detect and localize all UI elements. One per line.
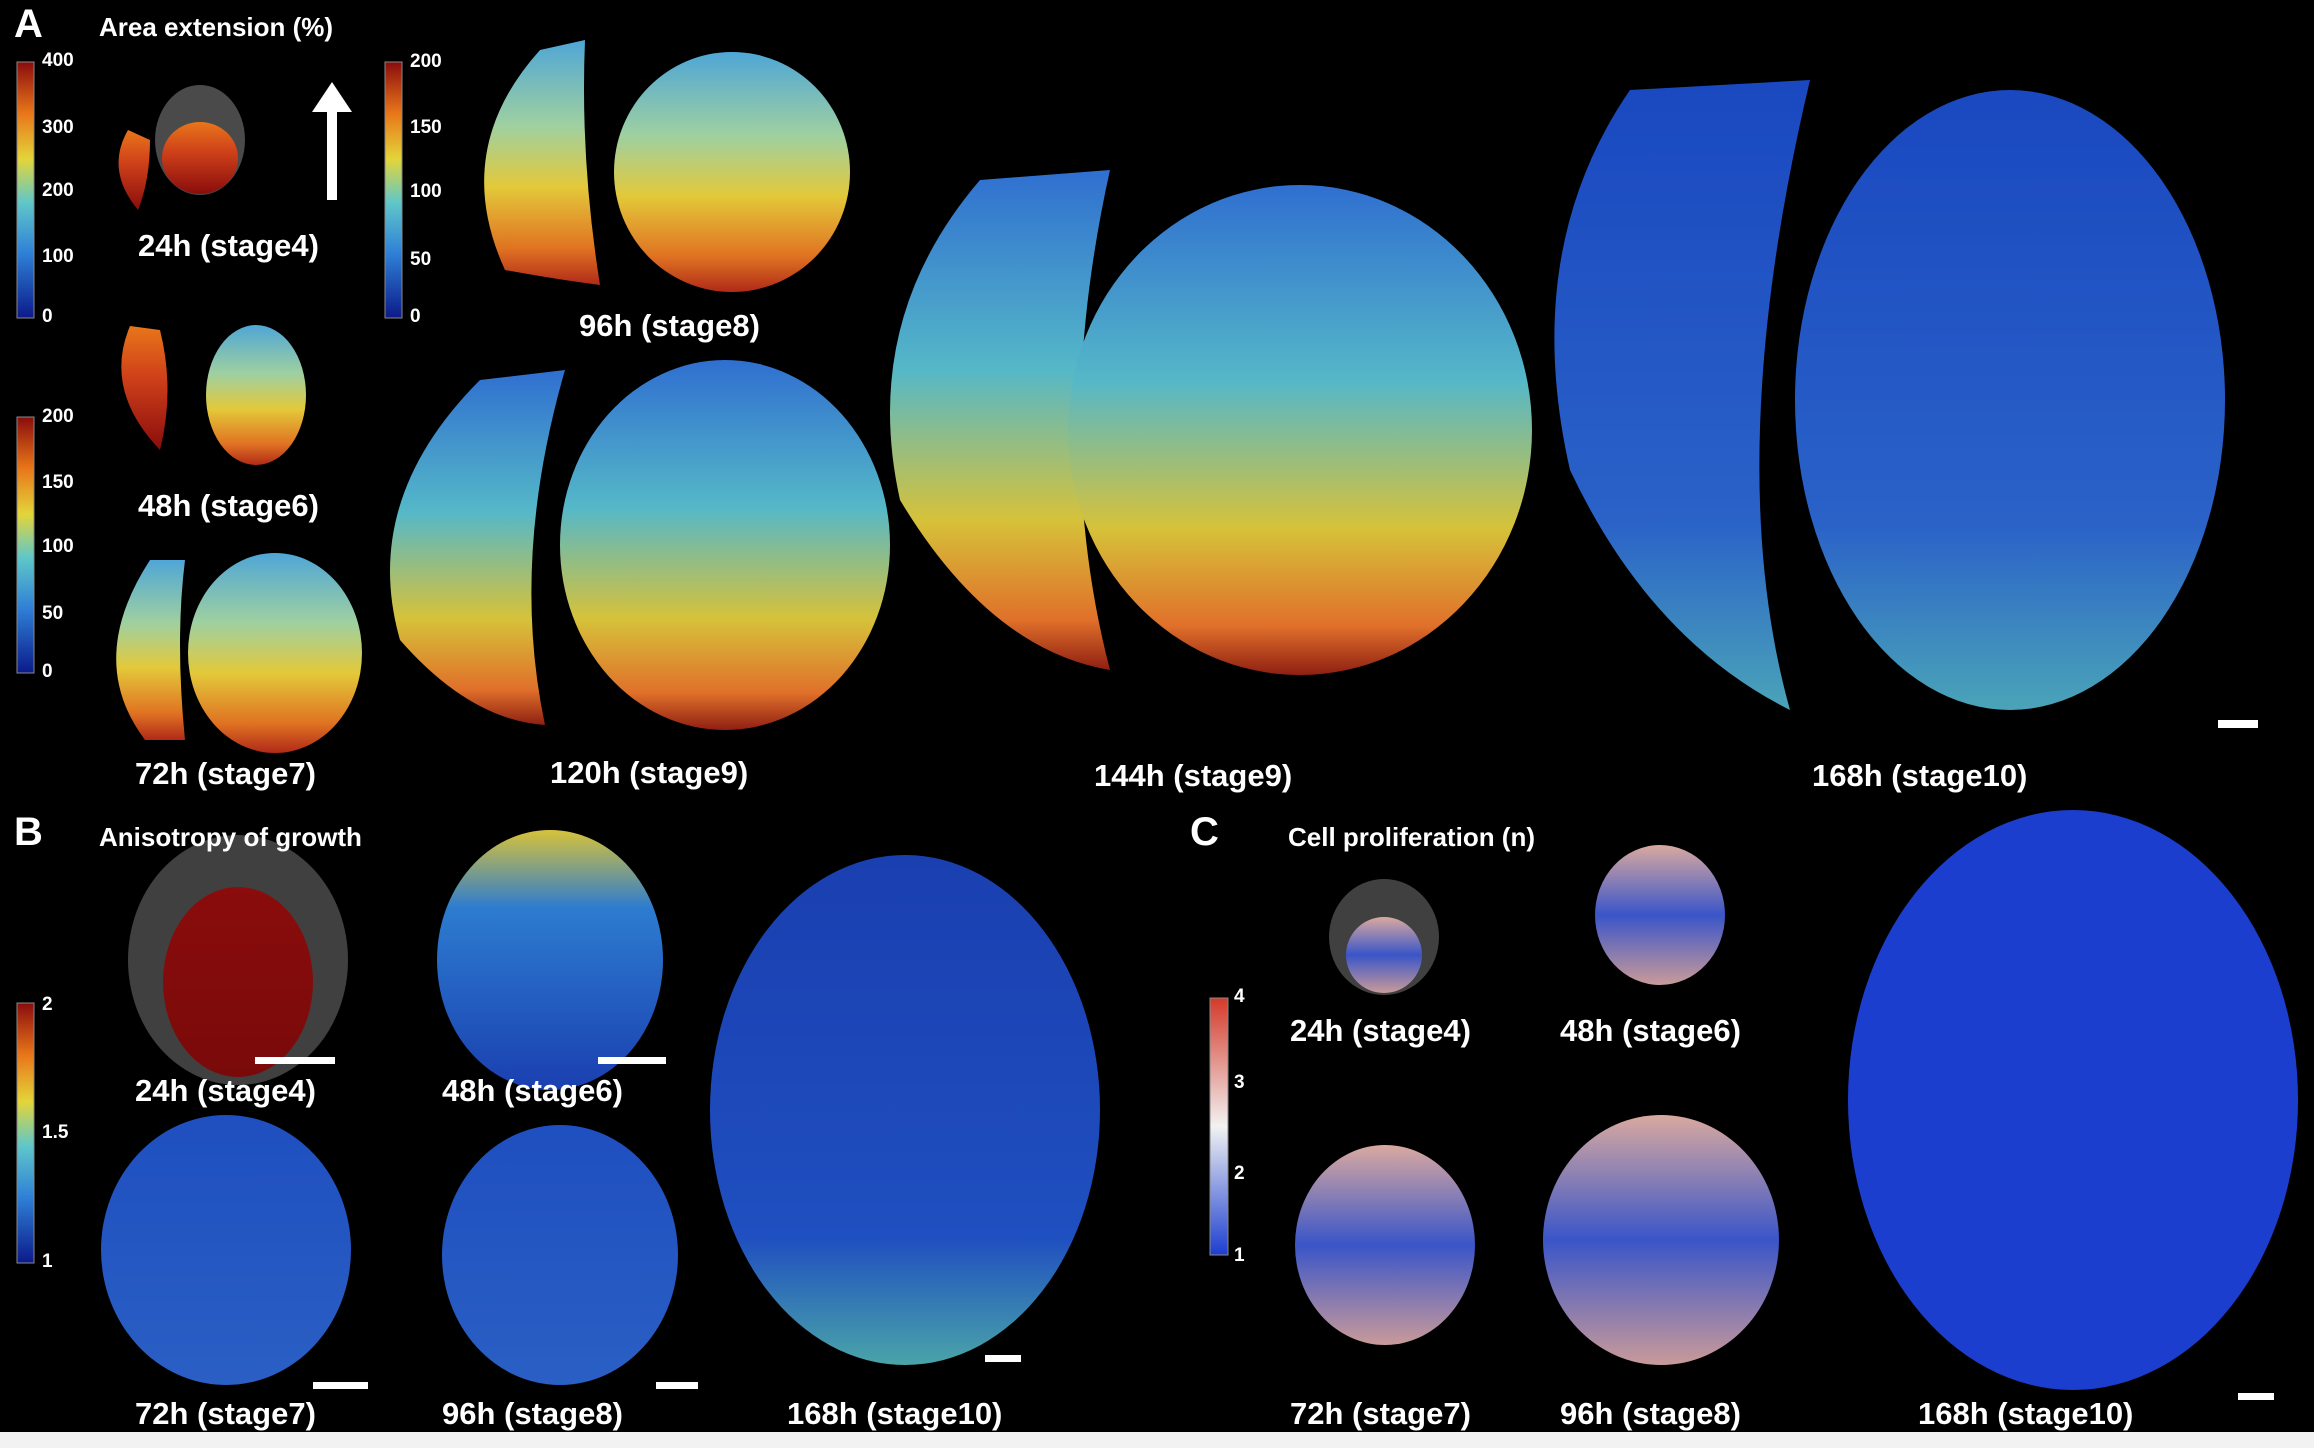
panel-a-letter: A	[14, 2, 43, 46]
stage-label: 168h (stage10)	[1812, 758, 2028, 793]
colorbar-tick: 50	[410, 249, 432, 270]
organ-a-72h-side	[116, 560, 185, 740]
colorbar-a2	[384, 61, 403, 319]
stage-label: 144h (stage9)	[1094, 758, 1293, 793]
stage-label: 120h (stage9)	[550, 755, 749, 790]
panel-b-title: Anisotropy of growth	[99, 822, 362, 852]
colorbar-tick: 150	[42, 472, 74, 493]
organ-c-96h-front	[1543, 1115, 1779, 1365]
stage-label: 24h (stage4)	[135, 1073, 316, 1108]
colorbar-b	[16, 1002, 35, 1264]
colorbar-tick: 1	[42, 1251, 53, 1272]
organ-b-96h-front	[442, 1125, 678, 1385]
panel-a-title: Area extension (%)	[99, 12, 334, 42]
colorbar-tick: 3	[1234, 1072, 1245, 1093]
organ-b-48h-front	[437, 830, 663, 1090]
organ-c-72h-front	[1295, 1145, 1475, 1345]
stage-label: 168h (stage10)	[1918, 1396, 2134, 1431]
scale-bar	[656, 1382, 698, 1389]
colorbar-tick: 200	[42, 180, 74, 201]
stage-label: 48h (stage6)	[442, 1073, 623, 1108]
colorbar-tick: 0	[42, 661, 53, 682]
organ-c-24h-front	[1346, 917, 1422, 993]
stage-label: 48h (stage6)	[138, 488, 319, 523]
panel-b-organs	[16, 830, 1100, 1389]
organ-a-96h-front	[614, 52, 850, 292]
organ-c-48h-front	[1595, 845, 1725, 985]
colorbar-tick: 100	[42, 536, 74, 557]
panel-b-letter: B	[14, 810, 43, 854]
stage-label: 48h (stage6)	[1560, 1013, 1741, 1048]
stage-label: 72h (stage7)	[135, 756, 316, 791]
colorbar-tick: 1	[1234, 1245, 1245, 1266]
organ-a-144h-front	[1068, 185, 1532, 675]
organ-a-120h-front	[560, 360, 890, 730]
organ-c-168h-front	[1848, 810, 2298, 1390]
stage-label: 96h (stage8)	[442, 1396, 623, 1431]
scale-bar	[255, 1057, 335, 1064]
colorbar-tick: 100	[410, 181, 442, 202]
colorbar-tick: 300	[42, 117, 74, 138]
organ-a-96h-side	[484, 40, 600, 285]
colorbar-tick: 200	[42, 406, 74, 427]
panel-c-organs	[1209, 810, 2298, 1400]
colorbar-tick: 400	[42, 50, 74, 71]
colorbar-a1	[16, 61, 35, 319]
organ-a-168h-front	[1795, 90, 2225, 710]
organ-a-72h-front	[188, 553, 362, 753]
panel-a-organs	[116, 40, 2258, 753]
scale-bar	[985, 1355, 1021, 1362]
organ-a-168h-side	[1554, 80, 1810, 710]
colorbar-tick: 2	[42, 994, 53, 1015]
colorbar-tick: 2	[1234, 1163, 1245, 1184]
organ-a-144h-side	[890, 170, 1110, 670]
colorbar-tick: 1.5	[42, 1122, 69, 1143]
colorbar-tick: 200	[410, 51, 442, 72]
stage-label: 72h (stage7)	[1290, 1396, 1471, 1431]
organ-a-24h-front	[162, 122, 238, 194]
organ-b-168h-front	[710, 855, 1100, 1365]
stage-label: 24h (stage4)	[1290, 1013, 1471, 1048]
arrow-up-icon	[312, 82, 352, 200]
organ-b-72h-front	[101, 1115, 351, 1385]
organ-a-48h-front	[206, 325, 306, 465]
scale-bar	[598, 1057, 666, 1064]
scale-bar	[2218, 720, 2258, 728]
stage-label: 96h (stage8)	[1560, 1396, 1741, 1431]
organ-b-24h-front	[163, 887, 313, 1077]
organ-a-48h-side	[121, 326, 168, 450]
scale-bar	[2238, 1393, 2274, 1400]
organ-a-120h-side	[390, 370, 565, 725]
colorbar-tick: 0	[410, 306, 421, 327]
colorbar-a3	[16, 416, 35, 674]
stage-label: 96h (stage8)	[579, 308, 760, 343]
colorbar-c	[1209, 997, 1229, 1256]
stage-label: 168h (stage10)	[787, 1396, 1003, 1431]
colorbar-tick: 4	[1234, 986, 1245, 1007]
colorbar-tick: 0	[42, 306, 53, 327]
panel-c-title: Cell proliferation (n)	[1288, 822, 1535, 852]
panel-c-letter: C	[1190, 810, 1219, 854]
colorbar-tick: 150	[410, 117, 442, 138]
scale-bar	[313, 1382, 368, 1389]
panel-a-colorbars	[16, 61, 403, 674]
bottom-border	[0, 1432, 2314, 1448]
colorbar-tick: 100	[42, 246, 74, 267]
stage-label: 24h (stage4)	[138, 228, 319, 263]
colorbar-tick: 50	[42, 603, 64, 624]
stage-label: 72h (stage7)	[135, 1396, 316, 1431]
organ-a-24h-side	[118, 130, 150, 210]
